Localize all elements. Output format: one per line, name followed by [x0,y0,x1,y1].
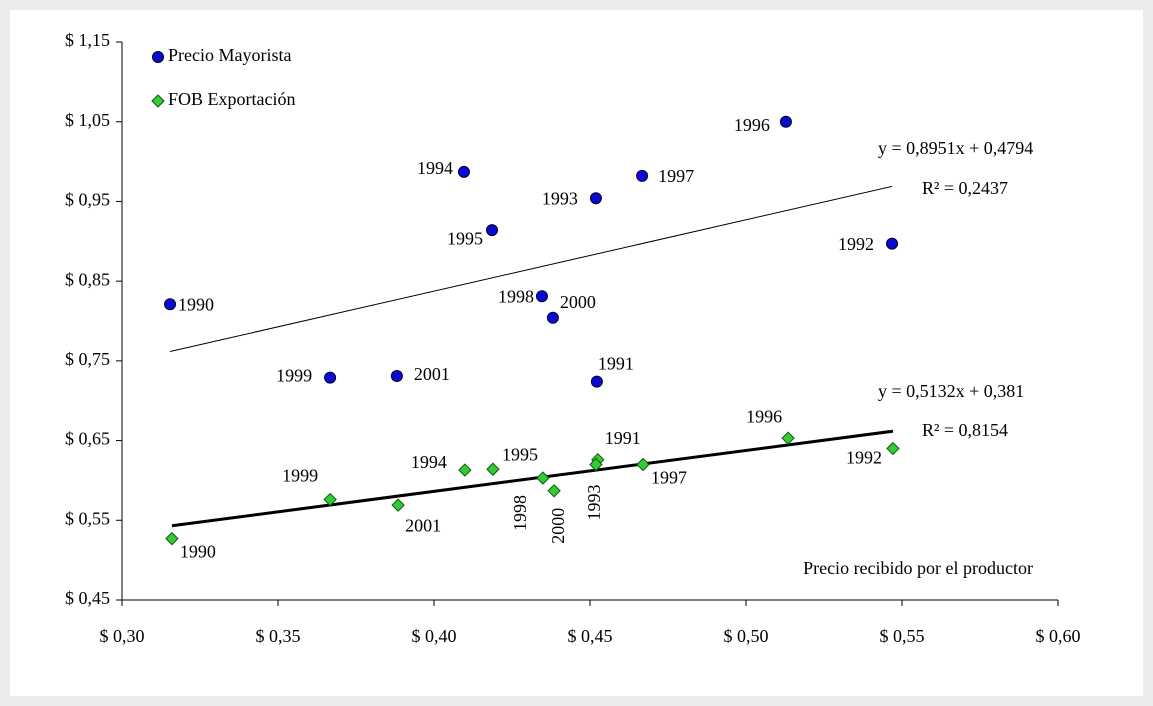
data-point [589,457,603,472]
chart-area [10,10,1143,696]
x-tick-label: $ 0,40 [412,626,457,646]
y-tick-label: $ 0,65 [65,429,110,449]
point-label: 2001 [414,364,450,384]
data-point [486,224,499,237]
point-label: 2000 [560,292,596,312]
data-point [636,457,650,472]
trendline [171,429,894,528]
data-point [547,484,561,498]
y-tick-label: $ 0,55 [65,508,110,528]
legend-marker [151,94,165,108]
point-label: 1991 [598,354,634,374]
y-tick-label: $ 1,05 [65,110,110,130]
x-tick-label: $ 0,60 [1036,626,1081,646]
data-point [636,169,649,182]
point-label: 1994 [417,158,453,178]
x-axis-label: Precio recibido por el productor [803,558,1033,578]
point-label: 1990 [180,542,216,562]
r-squared: R² = 0,8154 [922,420,1008,440]
trendline-equation: y = 0,8951x + 0,4794 [878,138,1033,158]
data-point [590,375,603,388]
point-label: 1992 [838,234,874,254]
y-tick-label: $ 0,75 [65,349,110,369]
data-point [457,165,470,178]
trendline-equation: y = 0,5132x + 0,381 [878,381,1024,401]
point-label: 1991 [605,428,641,448]
r-squared: R² = 0,2437 [922,178,1008,198]
data-point [486,462,500,476]
data-point [323,492,337,507]
point-label: 1995 [502,444,538,464]
trendline [169,185,893,353]
x-tick-label: $ 0,35 [256,626,301,646]
point-label: 1998 [510,495,530,531]
data-point [535,290,548,303]
point-label: 2000 [548,508,568,544]
y-tick-label: $ 0,95 [65,190,110,210]
data-point [390,370,403,383]
point-label: 1996 [746,406,782,426]
legend-marker [152,51,164,63]
point-label: 1998 [498,286,534,306]
point-label: 1997 [651,468,687,488]
data-point [391,498,405,512]
point-label: 1990 [178,294,214,314]
data-point [886,237,899,250]
y-tick-label: $ 1,15 [65,30,110,50]
data-point [164,298,177,311]
data-point [324,371,337,384]
point-label: 1996 [734,115,770,135]
point-label: 1995 [447,228,483,248]
data-point [886,441,900,456]
point-label: 1994 [411,452,447,472]
data-point [546,311,559,324]
point-label: 1992 [846,448,882,468]
x-tick-label: $ 0,45 [568,626,613,646]
x-tick-label: $ 0,30 [100,626,145,646]
data-point [779,115,792,128]
x-tick-label: $ 0,50 [724,626,769,646]
point-label: 1997 [658,166,694,186]
data-point [536,471,550,485]
point-label: 1993 [584,484,604,520]
data-point [781,431,795,445]
data-point [458,463,472,477]
x-tick-label: $ 0,55 [880,626,925,646]
point-label: 2001 [405,515,441,535]
point-label: 1993 [542,188,578,208]
point-label: 1999 [276,366,312,386]
y-tick-label: $ 0,85 [65,269,110,289]
legend-label: FOB Exportación [168,89,296,109]
data-point [589,192,602,205]
data-point [165,531,179,546]
legend-label: Precio Mayorista [168,45,291,65]
y-tick-label: $ 0,45 [65,588,110,608]
point-label: 1999 [282,466,318,486]
